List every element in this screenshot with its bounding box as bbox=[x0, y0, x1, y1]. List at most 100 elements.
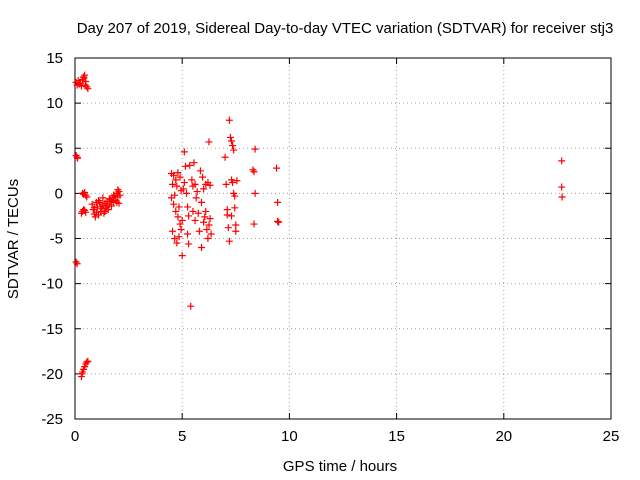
data-point bbox=[114, 186, 122, 194]
data-point bbox=[175, 233, 183, 241]
data-point bbox=[558, 193, 566, 201]
data-point bbox=[171, 191, 179, 199]
data-point bbox=[180, 148, 188, 156]
y-tick-label: 0 bbox=[55, 185, 63, 202]
data-point bbox=[221, 153, 229, 161]
data-point bbox=[82, 208, 90, 216]
data-point bbox=[169, 180, 177, 188]
y-tick-label: -20 bbox=[41, 366, 63, 383]
data-point bbox=[83, 83, 91, 91]
data-point bbox=[197, 244, 205, 252]
data-point bbox=[185, 212, 193, 220]
data-point bbox=[204, 235, 212, 242]
data-point bbox=[196, 167, 204, 175]
data-point bbox=[251, 145, 259, 153]
data-point bbox=[187, 302, 195, 310]
data-point bbox=[180, 179, 188, 187]
data-point bbox=[177, 187, 185, 195]
data-point bbox=[202, 207, 210, 215]
data-point bbox=[199, 173, 207, 181]
data-point bbox=[170, 171, 178, 179]
data-point bbox=[107, 197, 115, 205]
data-point bbox=[274, 217, 282, 225]
data-point bbox=[177, 225, 185, 233]
data-point bbox=[224, 224, 232, 232]
data-point bbox=[115, 199, 123, 207]
y-tick-label: -10 bbox=[41, 276, 63, 293]
y-tick-label: 5 bbox=[55, 140, 63, 157]
x-tick-label: 10 bbox=[281, 428, 298, 445]
data-point bbox=[232, 227, 240, 235]
data-point bbox=[251, 189, 259, 197]
x-tick-label: 5 bbox=[178, 428, 186, 445]
data-point bbox=[191, 180, 199, 188]
data-point bbox=[193, 188, 201, 196]
data-point bbox=[231, 192, 239, 200]
data-point bbox=[184, 230, 192, 238]
data-point bbox=[172, 207, 180, 215]
data-point bbox=[195, 227, 203, 235]
y-tick-label: 15 bbox=[46, 50, 63, 67]
data-point bbox=[78, 370, 86, 378]
data-point bbox=[190, 159, 198, 167]
data-point bbox=[273, 164, 281, 172]
data-point bbox=[90, 204, 98, 212]
x-tick-label: 20 bbox=[495, 428, 512, 445]
data-point bbox=[203, 225, 211, 233]
data-point bbox=[174, 213, 182, 221]
data-point bbox=[172, 176, 180, 184]
data-point bbox=[192, 194, 200, 202]
data-point bbox=[110, 191, 118, 199]
data-point bbox=[205, 221, 213, 229]
data-point bbox=[223, 211, 231, 219]
data-point bbox=[84, 85, 92, 93]
data-point bbox=[169, 227, 177, 235]
data-point bbox=[558, 183, 566, 191]
data-point bbox=[191, 216, 199, 224]
data-point bbox=[73, 260, 81, 268]
data-point bbox=[188, 176, 196, 184]
data-point bbox=[228, 137, 236, 145]
data-point bbox=[178, 216, 186, 224]
data-point bbox=[170, 200, 178, 208]
data-point bbox=[232, 221, 240, 229]
data-point bbox=[84, 357, 92, 365]
data-point bbox=[229, 142, 237, 150]
data-point bbox=[83, 358, 91, 366]
data-point bbox=[116, 191, 124, 199]
data-point bbox=[176, 220, 184, 228]
y-tick-label: -25 bbox=[41, 411, 63, 428]
data-point bbox=[174, 169, 182, 177]
data-point bbox=[207, 230, 215, 238]
data-point bbox=[77, 82, 85, 90]
data-point bbox=[206, 215, 214, 223]
data-point bbox=[275, 218, 283, 226]
data-point bbox=[205, 138, 213, 146]
data-point bbox=[186, 161, 194, 169]
data-point bbox=[80, 74, 88, 82]
data-point bbox=[173, 239, 181, 247]
data-point bbox=[103, 202, 111, 210]
y-tick-label: -15 bbox=[41, 321, 63, 338]
y-tick-label: 10 bbox=[46, 95, 63, 112]
data-point bbox=[88, 200, 96, 208]
data-point bbox=[197, 198, 205, 206]
tick-labels: 0 5 10 15 20 25 15 10 5 0 -5 -10 -15 -20 -25 bbox=[41, 50, 619, 445]
grid-lines bbox=[75, 58, 611, 419]
data-point bbox=[189, 207, 197, 215]
data-point bbox=[206, 181, 214, 189]
data-point bbox=[233, 177, 241, 185]
data-point bbox=[228, 212, 236, 220]
data-point bbox=[250, 220, 258, 228]
data-point bbox=[95, 197, 103, 205]
y-axis-label: SDTVAR / TECUs bbox=[5, 179, 22, 299]
x-tick-label: 15 bbox=[388, 428, 405, 445]
data-point bbox=[200, 218, 208, 226]
data-point bbox=[175, 203, 183, 211]
data-point bbox=[558, 157, 566, 165]
x-tick-label: 0 bbox=[71, 428, 79, 445]
data-point bbox=[226, 133, 234, 141]
data-point bbox=[185, 240, 193, 248]
data-point bbox=[274, 198, 282, 206]
